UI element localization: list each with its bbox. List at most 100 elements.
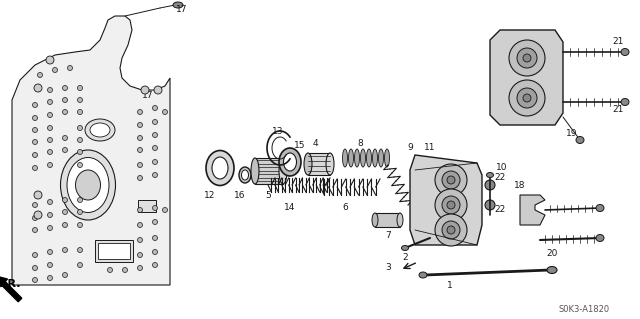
Ellipse shape — [372, 149, 378, 167]
Ellipse shape — [152, 235, 157, 241]
Circle shape — [442, 196, 460, 214]
Ellipse shape — [212, 157, 228, 179]
Ellipse shape — [596, 234, 604, 241]
Ellipse shape — [33, 227, 38, 233]
Ellipse shape — [367, 149, 371, 167]
Ellipse shape — [77, 98, 83, 102]
Ellipse shape — [138, 175, 143, 181]
Ellipse shape — [85, 119, 115, 141]
Ellipse shape — [33, 278, 38, 283]
Ellipse shape — [77, 162, 83, 167]
Ellipse shape — [360, 149, 365, 167]
Circle shape — [447, 176, 455, 184]
Bar — [95, 240, 133, 262]
Ellipse shape — [77, 109, 83, 115]
Ellipse shape — [547, 266, 557, 273]
Ellipse shape — [621, 99, 629, 106]
Ellipse shape — [34, 84, 42, 92]
Ellipse shape — [401, 246, 408, 250]
Ellipse shape — [349, 149, 353, 167]
Ellipse shape — [63, 272, 67, 278]
Text: 21: 21 — [612, 106, 624, 115]
Ellipse shape — [108, 268, 113, 272]
Ellipse shape — [63, 222, 67, 227]
Ellipse shape — [76, 170, 100, 200]
Circle shape — [435, 214, 467, 246]
Ellipse shape — [138, 147, 143, 152]
Ellipse shape — [34, 191, 42, 199]
Ellipse shape — [152, 106, 157, 110]
Ellipse shape — [63, 109, 67, 115]
Circle shape — [435, 164, 467, 196]
Circle shape — [517, 88, 537, 108]
Circle shape — [447, 201, 455, 209]
Text: 3: 3 — [385, 263, 391, 272]
Ellipse shape — [621, 48, 629, 56]
Ellipse shape — [152, 132, 157, 137]
Ellipse shape — [138, 136, 143, 140]
Circle shape — [485, 200, 495, 210]
Ellipse shape — [47, 150, 52, 154]
Ellipse shape — [67, 65, 72, 70]
Ellipse shape — [47, 100, 52, 105]
Ellipse shape — [77, 210, 83, 214]
Circle shape — [509, 80, 545, 116]
Ellipse shape — [34, 211, 42, 219]
Polygon shape — [12, 16, 170, 285]
Text: 10: 10 — [496, 164, 508, 173]
Text: 12: 12 — [204, 190, 216, 199]
Ellipse shape — [173, 2, 183, 8]
Polygon shape — [520, 195, 545, 225]
Ellipse shape — [77, 263, 83, 268]
Ellipse shape — [63, 136, 67, 140]
Bar — [375, 213, 400, 227]
Text: 9: 9 — [407, 144, 413, 152]
Circle shape — [523, 54, 531, 62]
Ellipse shape — [419, 272, 427, 278]
Bar — [98, 243, 130, 259]
Ellipse shape — [47, 263, 52, 268]
Bar — [308, 153, 330, 175]
Ellipse shape — [33, 152, 38, 158]
Ellipse shape — [279, 148, 301, 176]
Text: 7: 7 — [385, 231, 391, 240]
Ellipse shape — [342, 149, 348, 167]
Ellipse shape — [279, 158, 287, 184]
Ellipse shape — [141, 86, 149, 94]
Ellipse shape — [47, 137, 52, 143]
Text: 17: 17 — [142, 91, 154, 100]
Ellipse shape — [152, 120, 157, 124]
Ellipse shape — [47, 162, 52, 167]
Text: 17: 17 — [176, 4, 188, 13]
Text: 19: 19 — [566, 129, 578, 137]
Ellipse shape — [47, 276, 52, 280]
Ellipse shape — [378, 149, 383, 167]
Ellipse shape — [152, 219, 157, 225]
Ellipse shape — [163, 109, 168, 115]
Bar — [255, 158, 283, 184]
Text: S0K3-A1820: S0K3-A1820 — [559, 306, 610, 315]
Text: 11: 11 — [424, 144, 436, 152]
Ellipse shape — [63, 197, 67, 203]
Circle shape — [485, 180, 495, 190]
Circle shape — [435, 189, 467, 221]
Ellipse shape — [397, 213, 403, 227]
Ellipse shape — [138, 265, 143, 271]
Bar — [138, 200, 156, 212]
Ellipse shape — [206, 151, 234, 186]
Ellipse shape — [33, 139, 38, 145]
Ellipse shape — [90, 123, 110, 137]
Text: 14: 14 — [284, 204, 296, 212]
Ellipse shape — [138, 109, 143, 115]
Ellipse shape — [47, 113, 52, 117]
Ellipse shape — [152, 249, 157, 255]
Ellipse shape — [152, 263, 157, 268]
Ellipse shape — [163, 207, 168, 212]
Ellipse shape — [33, 102, 38, 108]
Text: 20: 20 — [547, 249, 557, 257]
Text: FR.: FR. — [0, 279, 20, 289]
Circle shape — [442, 221, 460, 239]
Text: 8: 8 — [357, 138, 363, 147]
Ellipse shape — [77, 222, 83, 227]
Ellipse shape — [152, 205, 157, 211]
